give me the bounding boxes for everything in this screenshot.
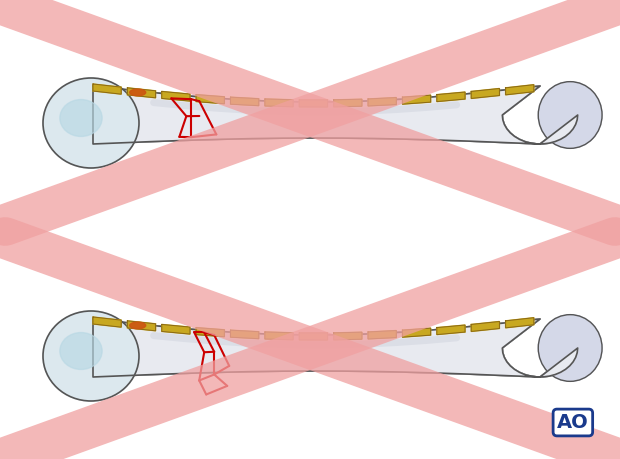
Polygon shape [334, 332, 362, 340]
Ellipse shape [538, 82, 602, 148]
Polygon shape [299, 100, 327, 107]
Ellipse shape [43, 78, 139, 168]
Ellipse shape [538, 315, 602, 381]
Ellipse shape [60, 100, 102, 136]
Polygon shape [299, 333, 327, 340]
Polygon shape [93, 86, 578, 144]
Polygon shape [196, 95, 224, 104]
Polygon shape [471, 89, 500, 98]
Ellipse shape [130, 89, 146, 96]
Polygon shape [437, 92, 465, 101]
Polygon shape [127, 88, 156, 98]
Polygon shape [162, 91, 190, 101]
Polygon shape [93, 86, 578, 144]
Polygon shape [402, 328, 431, 337]
Polygon shape [231, 97, 259, 106]
Polygon shape [265, 332, 293, 340]
Polygon shape [196, 328, 224, 337]
Polygon shape [231, 330, 259, 339]
Polygon shape [368, 330, 396, 339]
Polygon shape [162, 325, 190, 334]
Polygon shape [471, 321, 500, 331]
Polygon shape [127, 321, 156, 331]
Ellipse shape [60, 333, 102, 369]
Polygon shape [265, 99, 293, 107]
Polygon shape [506, 318, 534, 328]
Polygon shape [93, 319, 578, 377]
Polygon shape [402, 95, 431, 104]
Polygon shape [93, 317, 121, 327]
Polygon shape [437, 325, 465, 335]
Polygon shape [506, 85, 534, 95]
Polygon shape [93, 319, 578, 377]
Polygon shape [334, 99, 362, 107]
Ellipse shape [43, 311, 139, 401]
Ellipse shape [130, 322, 146, 329]
Polygon shape [93, 84, 121, 94]
Text: AO: AO [557, 413, 589, 432]
Polygon shape [368, 98, 396, 106]
